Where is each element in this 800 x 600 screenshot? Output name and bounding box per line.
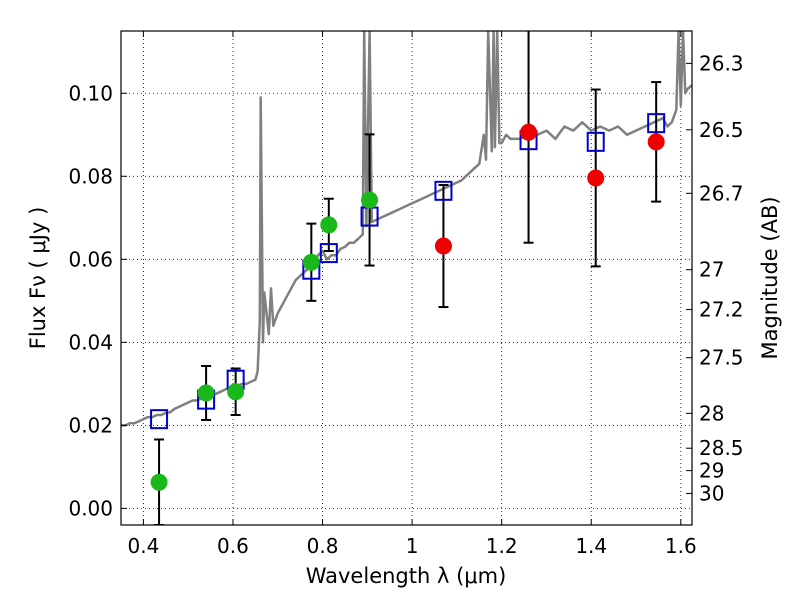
observed-data-point — [227, 383, 245, 401]
model-band-marker — [647, 113, 666, 134]
grid-lines — [121, 31, 692, 525]
right-tick-label: 27.2 — [699, 298, 744, 322]
observed-data-point — [520, 123, 538, 141]
y-tick-label: 0.04 — [68, 330, 113, 354]
axis-ticks: 0.4 0.6 0.8 1 1.2 1.4 1.6 0.00 0.02 0.04 0.06 0.08 0… — [68, 31, 744, 558]
observed-data-point — [647, 133, 665, 151]
right-tick-label: 30 — [699, 481, 724, 505]
right-tick-label: 26.5 — [699, 118, 744, 142]
x-tick-label: 1.4 — [575, 534, 607, 558]
observed-data-point — [361, 191, 379, 209]
model-band-marker — [319, 243, 338, 264]
x-tick-label: 1 — [406, 534, 419, 558]
model-band-marker — [150, 409, 169, 430]
y-axis-title-right: Magnitude (AB) — [758, 196, 782, 359]
right-tick-label: 28.5 — [699, 436, 744, 460]
x-tick-label: 0.6 — [217, 534, 249, 558]
y-tick-label: 0.06 — [68, 247, 113, 271]
observed-data-point — [587, 169, 605, 187]
observed-points-layer — [150, 123, 665, 491]
right-tick-label: 29 — [699, 459, 724, 483]
error-bars-layer — [154, 31, 662, 525]
right-tick-label: 26.7 — [699, 181, 744, 205]
x-tick-label: 0.8 — [307, 534, 339, 558]
model-band-marker — [434, 180, 453, 201]
y-tick-label: 0.00 — [68, 496, 113, 520]
right-tick-label: 26.3 — [699, 51, 744, 75]
observed-data-point — [302, 253, 320, 271]
x-tick-label: 1.2 — [486, 534, 518, 558]
right-tick-label: 28 — [699, 401, 724, 425]
right-tick-label: 27 — [699, 258, 724, 282]
y-tick-label: 0.02 — [68, 413, 113, 437]
model-band-layer — [150, 113, 666, 430]
observed-data-point — [434, 237, 452, 255]
plot-frame — [120, 30, 693, 526]
right-tick-label: 27.5 — [699, 346, 744, 370]
model-band-marker — [586, 131, 605, 152]
y-tick-label: 0.10 — [68, 81, 113, 105]
plot-content — [121, 31, 692, 525]
x-tick-label: 0.4 — [127, 534, 159, 558]
y-tick-label: 0.08 — [68, 164, 113, 188]
x-tick-label: 1.6 — [665, 534, 697, 558]
x-axis-title: Wavelength λ (μm) — [306, 564, 507, 588]
y-axis-title: Flux Fν ( μJy ) — [26, 207, 50, 350]
observed-data-point — [320, 216, 338, 234]
observed-data-point — [197, 384, 215, 402]
observed-data-point — [150, 473, 168, 491]
